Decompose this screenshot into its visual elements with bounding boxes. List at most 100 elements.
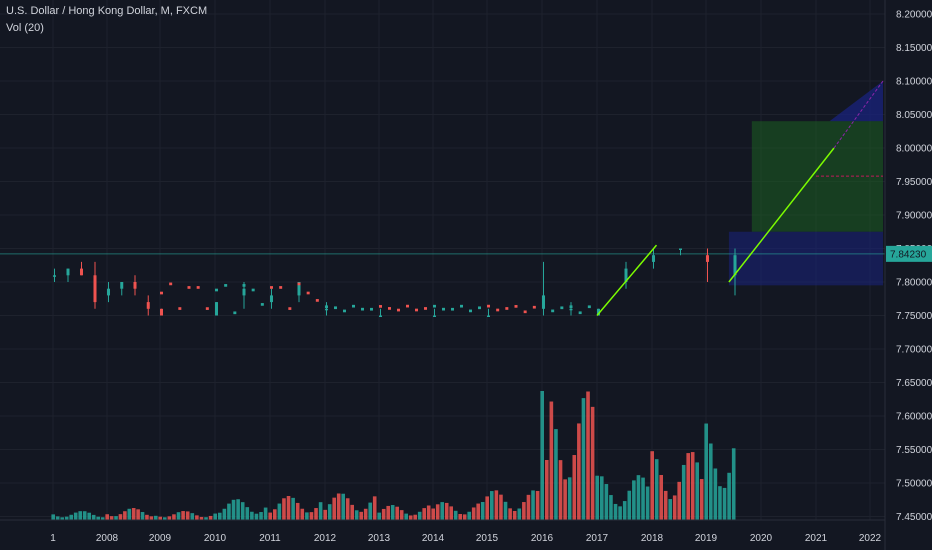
candle-body: [146, 302, 150, 309]
volume-bar: [309, 512, 314, 520]
volume-bar: [609, 495, 613, 520]
candle-body: [652, 255, 655, 262]
volume-bar: [73, 512, 78, 520]
volume-bar: [704, 423, 708, 520]
volume-bar: [118, 514, 123, 520]
time-tick-label: 2018: [641, 533, 664, 544]
candle-body: [442, 307, 445, 311]
volume-bar: [64, 516, 69, 520]
volume-bar: [127, 508, 132, 520]
candle-body: [196, 286, 200, 289]
volume-bar: [531, 490, 535, 520]
candle-body: [297, 282, 301, 296]
volume-bar: [386, 505, 390, 520]
price-tick-label: 8.00000: [896, 144, 932, 155]
volume-bar: [708, 443, 713, 520]
time-tick-label: 2009: [149, 533, 172, 544]
price-tick-label: 7.75000: [896, 311, 932, 322]
price-tick-label: 7.60000: [896, 412, 932, 423]
volume-indicator-label[interactable]: Vol (20): [6, 22, 44, 34]
volume-bar: [690, 452, 695, 520]
price-tick-label: 7.70000: [896, 345, 932, 356]
price-tick-label: 7.65000: [896, 378, 932, 389]
volume-bar: [109, 516, 114, 520]
volume-bar: [240, 502, 245, 520]
volume-bar: [145, 514, 149, 520]
volume-bar: [323, 509, 327, 520]
candle-body: [107, 288, 110, 296]
volume-bar: [359, 511, 363, 520]
volume-bar: [663, 490, 668, 520]
candle-body: [260, 303, 264, 306]
volume-bar: [522, 502, 526, 520]
volume-bar: [577, 423, 581, 520]
volume-bar: [627, 490, 632, 520]
volume-bar: [581, 398, 586, 520]
current-price-tag: [886, 245, 932, 262]
volume-bar: [213, 513, 217, 520]
volume-bar: [236, 499, 240, 520]
time-tick-label: 2016: [531, 533, 554, 544]
volume-bar: [372, 496, 377, 520]
volume-bar: [105, 514, 109, 520]
candle-body: [325, 305, 328, 309]
candle-body: [551, 309, 555, 313]
volume-bar: [377, 512, 381, 520]
candle-body: [578, 311, 582, 315]
volume-bar: [291, 497, 295, 520]
candle-body: [433, 304, 436, 308]
candle-body: [379, 305, 382, 308]
candle-body: [80, 268, 83, 276]
current-price-value: 7.84230: [890, 249, 927, 260]
candle-body: [460, 304, 463, 308]
candle-body: [120, 282, 124, 289]
candle-body: [66, 268, 70, 276]
volume-bar: [208, 515, 213, 520]
volume-bar: [549, 401, 554, 520]
price-tick-label: 8.05000: [896, 110, 932, 121]
volume-bar: [517, 508, 522, 520]
candle-body: [496, 308, 500, 312]
time-tick-label: 2021: [805, 533, 828, 544]
volume-bar: [140, 512, 145, 520]
volume-bar: [82, 511, 87, 520]
time-tick-label: 2010: [204, 533, 227, 544]
volume-bar: [586, 391, 590, 520]
candle-body: [242, 284, 246, 287]
volume-bar: [172, 514, 176, 520]
volume-bar: [167, 516, 172, 520]
trend-annotations[interactable]: [596, 80, 884, 316]
volume-bar: [162, 517, 167, 520]
candle-body: [388, 307, 391, 310]
volume-bar: [78, 511, 82, 520]
volume-bar: [718, 486, 722, 520]
candle-body: [205, 307, 209, 310]
volume-bar: [395, 506, 399, 520]
volume-bar: [422, 508, 426, 520]
volume-bar: [599, 476, 604, 520]
volume-bar: [153, 515, 158, 520]
volume-bar: [503, 501, 508, 520]
volume-bar: [590, 406, 595, 520]
time-tick-label: 2011: [259, 533, 281, 544]
candle-body: [187, 286, 191, 289]
candle-body: [523, 310, 527, 314]
volume-bar: [69, 514, 73, 520]
volume-bars: [51, 391, 736, 520]
volume-bar: [595, 475, 599, 520]
candle-body: [53, 275, 56, 277]
candle-body: [733, 255, 737, 276]
candle-body: [433, 315, 436, 317]
candle-body: [133, 282, 137, 289]
volume-bar: [572, 455, 577, 520]
volume-bar: [60, 517, 64, 520]
volume-bar: [149, 516, 154, 520]
volume-bar: [250, 511, 254, 520]
candle-body: [469, 309, 472, 313]
volume-bar: [440, 502, 444, 520]
symbol-title[interactable]: U.S. Dollar / Hong Kong Dollar, M, FXCM: [6, 5, 208, 17]
volume-bar: [277, 503, 282, 520]
volume-bar: [96, 516, 100, 520]
